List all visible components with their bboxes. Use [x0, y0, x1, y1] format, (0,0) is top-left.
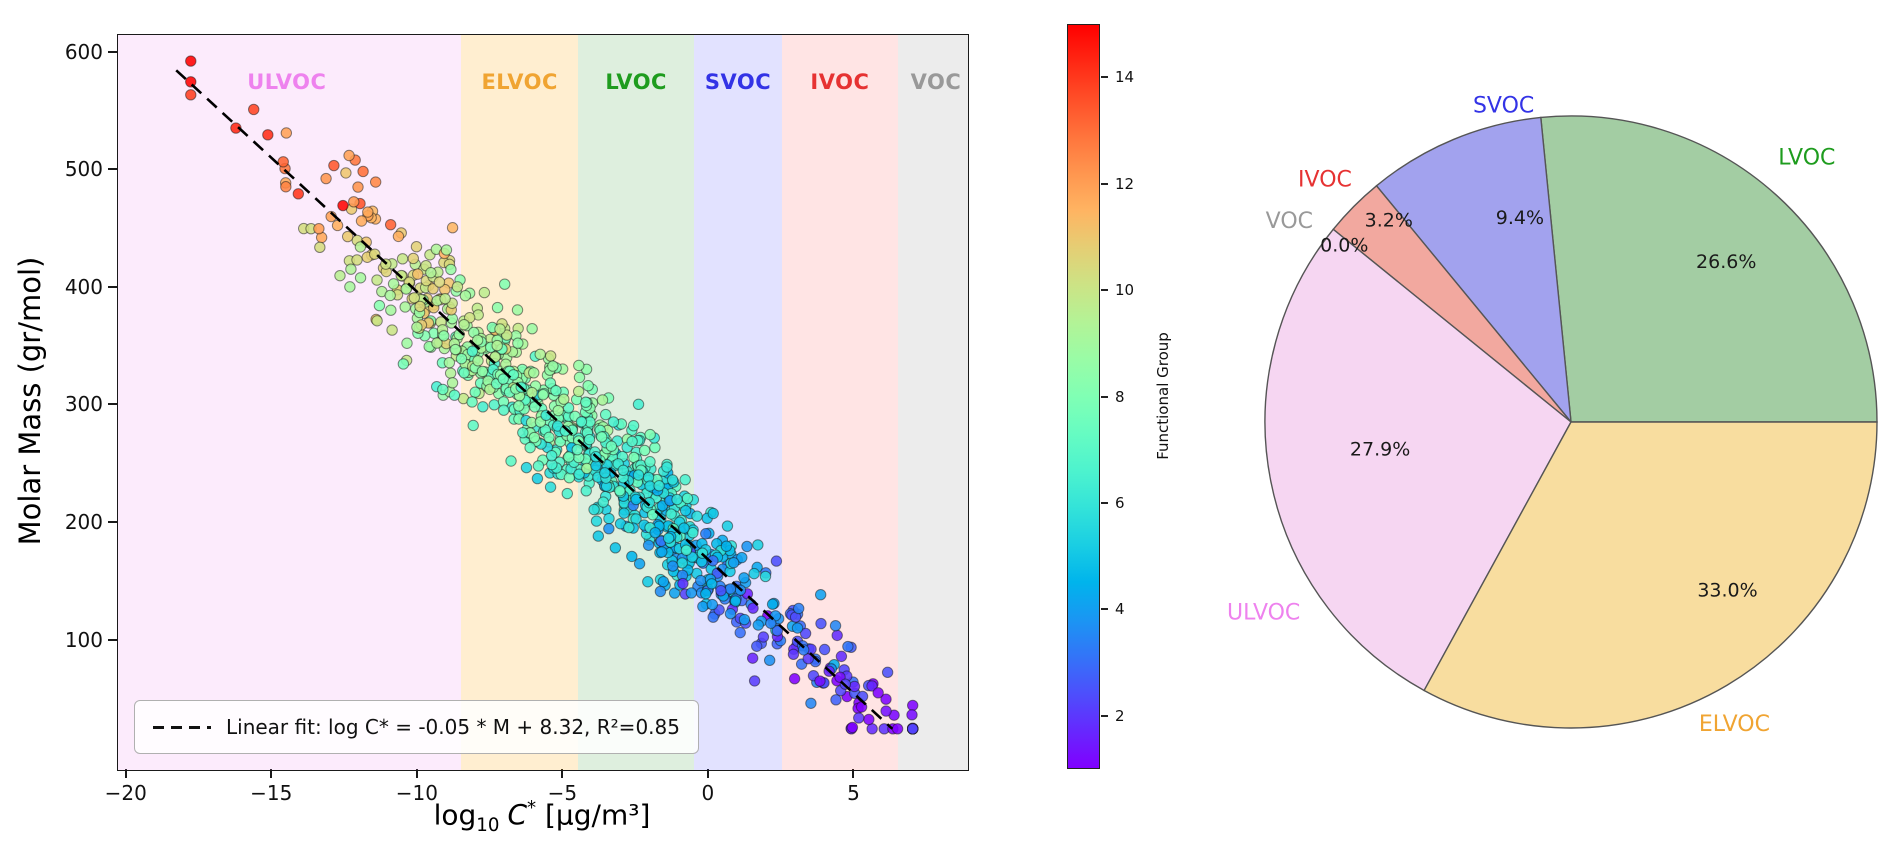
pie-pct-ivoc: 3.2% — [1365, 209, 1413, 231]
legend: Linear fit: log C* = -0.05 * M + 8.32, R… — [134, 700, 699, 754]
pie-pct-elvoc: 33.0% — [1697, 579, 1757, 601]
colorbar-tick-mark — [1101, 182, 1108, 185]
x-tick-mark — [852, 769, 855, 778]
y-tick-label: 100 — [64, 627, 103, 652]
y-tick-label: 500 — [64, 157, 103, 182]
x-axis-label-part: * — [527, 798, 537, 819]
colorbar-tick-mark — [1101, 289, 1108, 292]
x-tick-mark — [561, 769, 564, 778]
x-axis-label-part: log — [433, 798, 477, 832]
band-label-ivoc: IVOC — [810, 70, 870, 95]
pie-label-elvoc: ELVOC — [1699, 712, 1770, 737]
pie-label-ivoc: IVOC — [1298, 167, 1352, 192]
colorbar-tick-mark — [1101, 395, 1108, 398]
y-tick-label: 600 — [64, 39, 103, 64]
x-axis-label-part: 10 — [476, 814, 500, 836]
pie-slice-ulvoc — [1264, 228, 1572, 692]
band-label-ulvoc: ULVOC — [247, 70, 327, 95]
x-tick-mark — [124, 769, 127, 778]
pie-slice-lvoc — [1540, 115, 1878, 423]
scatter-plot-area: ULVOC ELVOC LVOC SVOC IVOC VOC Linear fit: lo… — [117, 34, 969, 771]
colorbar-gradient — [1067, 24, 1100, 769]
colorbar-tick-mark — [1101, 501, 1108, 504]
colorbar-label: Functional Group — [1154, 332, 1172, 460]
y-tick-label: 300 — [64, 392, 103, 417]
colorbar-tick-label: 10 — [1115, 281, 1135, 300]
x-tick-label: −15 — [250, 781, 293, 805]
y-tick-label: 200 — [64, 510, 103, 535]
x-tick-label: 0 — [701, 781, 715, 805]
pie-slice-svoc — [1375, 116, 1572, 425]
x-tick-label: −20 — [104, 781, 147, 805]
pie-pct-lvoc: 26.6% — [1696, 251, 1756, 273]
x-tick-mark — [415, 769, 418, 778]
band-label-svoc: SVOC — [704, 70, 772, 95]
y-tick-mark — [108, 168, 117, 171]
colorbar-tick-mark — [1101, 714, 1108, 717]
x-tick-label: −5 — [547, 781, 578, 805]
y-tick-mark — [108, 285, 117, 288]
x-axis-label-part: [μg/m³] — [536, 798, 651, 832]
y-tick-mark — [108, 521, 117, 524]
pie-label-ulvoc: ULVOC — [1227, 600, 1300, 625]
volatility-band-labels: ULVOC ELVOC LVOC SVOC IVOC VOC — [118, 35, 968, 770]
pie-slice-elvoc — [1423, 421, 1878, 729]
x-tick-label: −10 — [395, 781, 438, 805]
colorbar: 2 4 6 8 10 12 14 Functional Group — [1067, 24, 1237, 769]
band-label-lvoc: LVOC — [605, 70, 667, 95]
pie-pct-svoc: 9.4% — [1496, 207, 1544, 229]
scatter-points — [118, 35, 968, 770]
legend-label: Linear fit: log C* = -0.05 * M + 8.32, R… — [226, 715, 680, 739]
y-tick-mark — [108, 638, 117, 641]
colorbar-tick-label: 12 — [1115, 174, 1135, 193]
pie-label-voc: VOC — [1266, 209, 1313, 234]
band-label-voc: VOC — [910, 70, 962, 95]
colorbar-tick-label: 4 — [1115, 600, 1125, 619]
colorbar-tick-mark — [1101, 608, 1108, 611]
colorbar-tick-label: 2 — [1115, 706, 1125, 725]
dashed-line-sample — [153, 725, 211, 729]
y-tick-label: 400 — [64, 274, 103, 299]
pie-pct-ulvoc: 27.9% — [1350, 438, 1410, 460]
x-tick-mark — [270, 769, 273, 778]
pie-chart: LVOC 26.6% SVOC 9.4% IVOC 3.2% VOC 0.0% ULVOC 27.… — [1227, 93, 1878, 737]
colorbar-tick-label: 14 — [1115, 68, 1135, 87]
colorbar-tick-label: 8 — [1115, 387, 1125, 406]
colorbar-tick-mark — [1101, 76, 1108, 79]
pie-label-lvoc: LVOC — [1778, 146, 1835, 171]
y-tick-mark — [108, 50, 117, 53]
pie-label-svoc: SVOC — [1473, 93, 1534, 118]
x-tick-label: 5 — [847, 781, 860, 805]
band-label-elvoc: ELVOC — [481, 70, 558, 95]
x-tick-mark — [706, 769, 709, 778]
colorbar-tick-label: 6 — [1115, 493, 1125, 512]
pie-pct-voc: 0.0% — [1320, 235, 1368, 257]
y-tick-mark — [108, 403, 117, 406]
x-axis-label-part: C — [507, 798, 528, 832]
x-axis-label: log10 C* [μg/m³] — [434, 798, 651, 836]
